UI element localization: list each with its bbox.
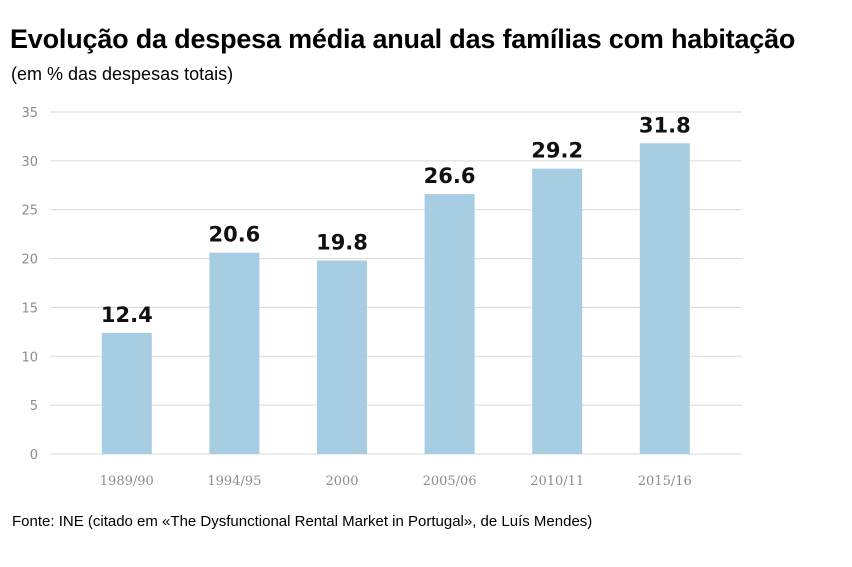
bar-value-label: 20.6 (208, 223, 260, 247)
y-tick-label: 0 (30, 448, 38, 463)
x-tick-label: 2005/06 (423, 474, 477, 489)
y-tick-label: 25 (21, 204, 38, 219)
y-tick-label: 10 (21, 350, 38, 365)
gridlines (50, 111, 742, 455)
bar (209, 252, 260, 454)
x-axis-ticks: 1989/90 1994/95 2000 2005/06 2010/11 2015/16 (100, 474, 692, 489)
x-tick-label: 1994/95 (207, 474, 261, 489)
value-labels: 12.4 20.6 19.8 26.6 29.2 31.8 (101, 113, 691, 327)
bar-value-label: 19.8 (316, 231, 368, 255)
bar-value-label: 12.4 (101, 303, 153, 327)
y-tick-label: 30 (21, 155, 38, 170)
bar (424, 194, 475, 454)
x-tick-label: 1989/90 (100, 474, 154, 489)
bar (639, 143, 690, 455)
y-tick-label: 35 (21, 106, 38, 121)
bars (101, 143, 690, 455)
x-tick-label: 2000 (325, 474, 358, 489)
bar (101, 332, 152, 454)
bar-value-label: 29.2 (531, 139, 583, 163)
chart-title: Evolução da despesa média anual das famí… (10, 24, 796, 54)
chart-subtitle: (em % das despesas totais) (11, 64, 234, 84)
bar-value-label: 26.6 (424, 164, 476, 188)
x-tick-label: 2010/11 (530, 474, 584, 489)
bar (317, 260, 367, 454)
y-tick-label: 5 (30, 399, 38, 414)
bar-value-label: 31.8 (639, 113, 691, 137)
bar (532, 168, 583, 454)
source-note: Fonte: INE (citado em «The Dysfunctional… (12, 513, 593, 530)
y-axis-ticks: 0 5 10 15 20 25 30 35 (21, 106, 38, 463)
y-tick-label: 15 (21, 301, 38, 316)
y-tick-label: 20 (21, 253, 38, 268)
x-tick-label: 2015/16 (638, 474, 692, 489)
